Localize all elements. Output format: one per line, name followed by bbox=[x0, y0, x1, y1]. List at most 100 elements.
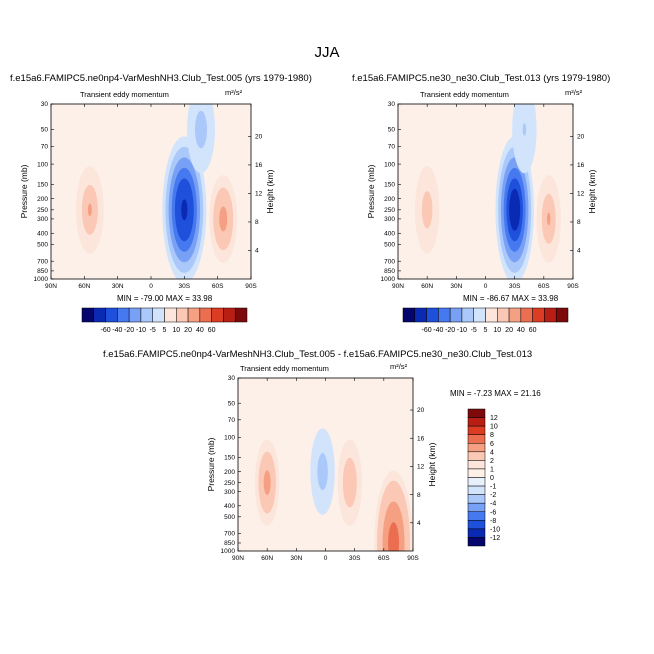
colorbar-label: -10 bbox=[136, 327, 146, 334]
colorbar-label: -12 bbox=[490, 535, 500, 542]
y-tick-label: 100 bbox=[37, 161, 48, 168]
y-tick-label: 200 bbox=[384, 196, 395, 203]
colorbar-label: 40 bbox=[517, 327, 525, 334]
colorbar-label: -20 bbox=[124, 327, 134, 334]
colorbar-label: -5 bbox=[471, 327, 477, 334]
colorbar-swatch bbox=[467, 485, 486, 495]
x-tick-label: 90N bbox=[392, 283, 404, 290]
colorbar-swatch bbox=[467, 460, 486, 470]
colorbar-swatch bbox=[187, 307, 201, 323]
y-tick-label: 850 bbox=[384, 268, 395, 275]
y2-tick-label: 8 bbox=[255, 219, 259, 226]
y2-tick-label: 12 bbox=[577, 191, 585, 198]
colorbar-label: 20 bbox=[505, 327, 513, 334]
y-tick-label: 100 bbox=[224, 435, 235, 442]
colorbar-label: -1 bbox=[490, 484, 496, 491]
colorbar-label: -60 bbox=[422, 327, 432, 334]
colorbar-swatch bbox=[555, 307, 569, 323]
contour-feature-2 bbox=[320, 465, 325, 478]
x-tick-label: 0 bbox=[484, 283, 488, 290]
colorbar-swatch bbox=[497, 307, 510, 323]
panel3-units: m²/s² bbox=[390, 362, 408, 371]
y-tick-label: 300 bbox=[224, 489, 235, 496]
contour-feature-1 bbox=[348, 476, 352, 489]
colorbar-swatch bbox=[199, 307, 212, 323]
panel2-field bbox=[398, 104, 573, 279]
colorbar-swatch bbox=[467, 494, 486, 504]
colorbar-swatch bbox=[467, 528, 486, 538]
y-tick-label: 300 bbox=[384, 216, 395, 223]
panel1-subtitle: Transient eddy momentum bbox=[80, 90, 169, 99]
colorbar-label: 1 bbox=[490, 466, 494, 473]
x-tick-label: 90N bbox=[45, 283, 57, 290]
panel3-field bbox=[238, 378, 413, 551]
contour-feature-3 bbox=[199, 123, 203, 136]
contour-feature-3 bbox=[522, 123, 527, 136]
x-tick-label: 90S bbox=[567, 283, 579, 290]
contour-feature-2 bbox=[546, 212, 551, 226]
y-axis-label: Pressure (mb) bbox=[366, 164, 376, 218]
y-tick-label: 400 bbox=[37, 230, 48, 237]
y2-tick-label: 4 bbox=[577, 248, 581, 255]
colorbar-swatch bbox=[467, 451, 486, 461]
panel2-subtitle: Transient eddy momentum bbox=[420, 90, 509, 99]
colorbar-swatch bbox=[176, 307, 189, 323]
x-tick-label: 30N bbox=[290, 555, 302, 562]
colorbar-swatch bbox=[140, 307, 153, 323]
x-tick-label: 0 bbox=[149, 283, 153, 290]
colorbar-swatch bbox=[211, 307, 224, 323]
y2-tick-label: 4 bbox=[417, 520, 421, 527]
panel1-field bbox=[51, 104, 251, 279]
colorbar-label: -10 bbox=[490, 526, 500, 533]
y2-tick-label: 4 bbox=[255, 248, 259, 255]
colorbar-label: -40 bbox=[112, 327, 122, 334]
colorbar-label: 8 bbox=[490, 432, 494, 439]
colorbar-swatch bbox=[461, 307, 474, 323]
colorbar-swatch bbox=[152, 307, 165, 323]
y2-tick-label: 20 bbox=[417, 407, 425, 414]
x-tick-label: 30S bbox=[509, 283, 521, 290]
colorbar-swatch bbox=[467, 511, 486, 521]
y2-tick-label: 8 bbox=[417, 492, 421, 499]
y-tick-label: 500 bbox=[384, 242, 395, 249]
colorbar-swatch bbox=[128, 307, 142, 323]
y-tick-label: 70 bbox=[228, 417, 236, 424]
y2-tick-label: 12 bbox=[417, 464, 425, 471]
x-tick-label: 90S bbox=[245, 283, 257, 290]
contour-feature-0 bbox=[265, 476, 269, 489]
colorbar-label: 10 bbox=[490, 424, 498, 431]
colorbar-label: -40 bbox=[433, 327, 443, 334]
colorbar-label: 60 bbox=[529, 327, 537, 334]
y-tick-label: 250 bbox=[224, 480, 235, 487]
colorbar-swatch bbox=[508, 307, 522, 323]
panel1-title: f.e15a6.FAMIPC5.ne0np4-VarMeshNH3.Club_T… bbox=[10, 73, 312, 84]
contour-feature-0 bbox=[425, 203, 429, 217]
colorbar-label: -8 bbox=[490, 518, 496, 525]
colorbar-swatch bbox=[485, 307, 498, 323]
panel3-minmax: MIN = -7.23 MAX = 21.16 bbox=[450, 389, 541, 398]
colorbar-label: 5 bbox=[163, 327, 167, 334]
colorbar-label: 60 bbox=[208, 327, 216, 334]
x-tick-label: 60N bbox=[78, 283, 90, 290]
colorbar-label: 0 bbox=[490, 475, 494, 482]
y-tick-label: 150 bbox=[37, 182, 48, 189]
panel1-units: m²/s² bbox=[225, 88, 243, 97]
y-tick-label: 300 bbox=[37, 216, 48, 223]
y-tick-label: 30 bbox=[388, 101, 396, 108]
x-tick-label: 60S bbox=[538, 283, 550, 290]
y2-tick-label: 20 bbox=[577, 134, 585, 141]
y-tick-label: 30 bbox=[41, 101, 49, 108]
colorbar-swatch bbox=[402, 307, 416, 323]
colorbar-swatch bbox=[467, 468, 486, 478]
x-tick-label: 60N bbox=[421, 283, 433, 290]
colorbar-swatch bbox=[467, 408, 486, 418]
colorbar-swatch bbox=[467, 434, 486, 444]
colorbar-label: 2 bbox=[490, 458, 494, 465]
y-tick-label: 1000 bbox=[381, 276, 396, 283]
y2-tick-label: 8 bbox=[577, 219, 581, 226]
y-tick-label: 700 bbox=[224, 531, 235, 538]
